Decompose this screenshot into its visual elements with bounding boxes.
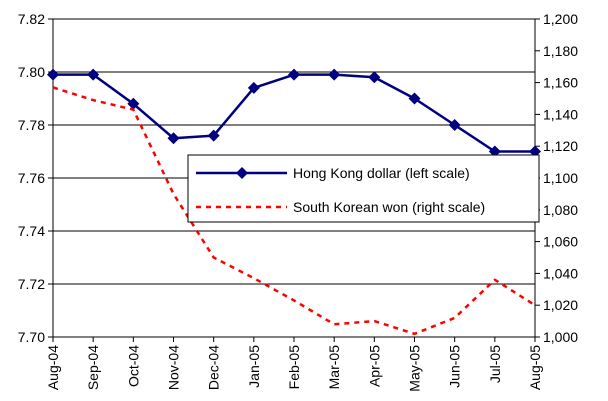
legend: Hong Kong dollar (left scale) South Kore…: [187, 154, 540, 223]
right-tick-label-3: 1,060: [543, 234, 578, 250]
series-0-point-2: [127, 97, 140, 110]
series-0-point-5: [247, 81, 260, 94]
series-0-point-10: [448, 119, 461, 131]
right-axis-ticks: 1,000 1,020 1,040 1,060 1,080 1,100 1,120 1,140…: [535, 11, 578, 345]
right-tick-label-5: 1,100: [543, 170, 578, 186]
series-0-point-6: [288, 68, 300, 81]
series-0-point-7: [328, 68, 341, 81]
legend-box: [187, 154, 540, 223]
left-tick-label-1: 7.72: [18, 276, 45, 292]
x-tick-label-9: May-05: [407, 345, 423, 392]
right-tick-label-0: 1,000: [543, 329, 578, 345]
x-tick-label-1: Sep-04: [85, 345, 101, 390]
left-tick-label-6: 7.82: [18, 11, 45, 27]
series-0-point-8: [368, 71, 381, 84]
x-tick-label-4: Dec-04: [206, 345, 222, 390]
right-tick-label-10: 1,200: [543, 11, 578, 27]
right-tick-label-4: 1,080: [543, 202, 578, 218]
series-0-point-4: [207, 129, 220, 142]
series-0-point-9: [408, 92, 421, 105]
left-tick-label-2: 7.74: [18, 223, 45, 239]
x-tick-label-3: Nov-04: [166, 345, 182, 390]
right-tick-label-2: 1,040: [543, 265, 578, 281]
legend-won-label: South Korean won (right scale): [293, 199, 485, 215]
left-tick-label-0: 7.70: [18, 329, 45, 345]
legend-hk-marker: [236, 167, 248, 179]
left-tick-label-5: 7.80: [18, 64, 45, 80]
x-tick-label-8: Apr-05: [366, 345, 382, 387]
right-tick-label-8: 1,160: [543, 75, 578, 91]
x-tick-label-6: Feb-05: [286, 345, 302, 390]
left-tick-label-4: 7.78: [18, 117, 45, 133]
x-tick-label-12: Aug-05: [527, 345, 543, 390]
right-tick-label-6: 1,120: [543, 138, 578, 154]
series-line-0: [53, 73, 535, 153]
left-axis-ticks: 7.70 7.72 7.74 7.76 7.78 7.80 7.82: [18, 11, 53, 345]
right-tick-label-9: 1,180: [543, 43, 578, 59]
series-line-1: [52, 86, 536, 336]
series-0-point-1: [87, 68, 100, 81]
x-tick-label-2: Oct-04: [125, 345, 141, 387]
x-tick-label-0: Aug-04: [45, 345, 61, 390]
x-tick-label-7: Mar-05: [326, 345, 342, 390]
legend-hk-label: Hong Kong dollar (left scale): [293, 165, 470, 181]
right-tick-label-1: 1,020: [543, 297, 578, 313]
right-tick-label-7: 1,140: [543, 106, 578, 122]
x-tick-label-10: Jun-05: [447, 345, 463, 388]
x-axis-ticks: Aug-04 Sep-04 Oct-04 Nov-04 Dec-04 Jan-05 Feb-…: [45, 337, 543, 392]
x-tick-label-11: Jul-05: [487, 345, 503, 383]
x-tick-label-5: Jan-05: [246, 345, 262, 388]
series-0-point-0: [47, 68, 59, 81]
series-0-point-3: [167, 132, 180, 145]
left-tick-label-3: 7.76: [18, 170, 45, 186]
